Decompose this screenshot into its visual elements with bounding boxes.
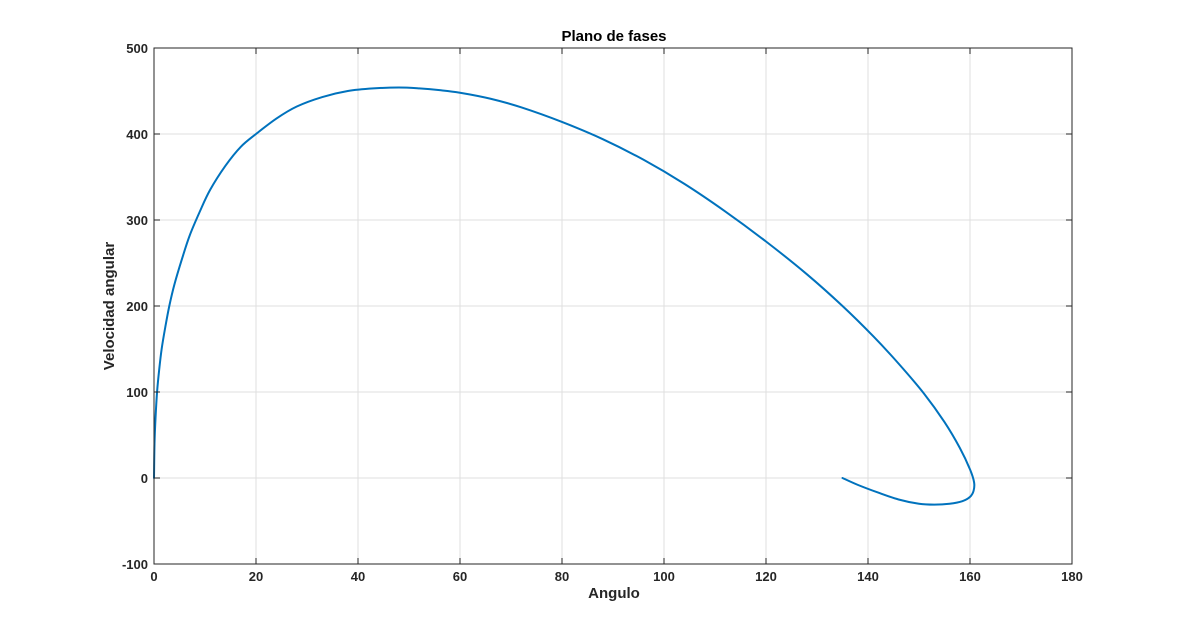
series-layer — [153, 86, 976, 506]
y-tick-label: 200 — [126, 299, 148, 314]
y-tick-label: -100 — [122, 557, 148, 572]
x-tick-label: 20 — [249, 569, 263, 584]
x-tick-label: 120 — [755, 569, 777, 584]
y-tick-label: 500 — [126, 41, 148, 56]
y-tick-label: 300 — [126, 213, 148, 228]
x-tick-label: 80 — [555, 569, 569, 584]
x-tick-label: 140 — [857, 569, 879, 584]
series-line — [153, 86, 976, 506]
y-tick-label: 100 — [126, 385, 148, 400]
x-axis-title: Angulo — [588, 585, 640, 602]
x-tick-label: 0 — [150, 569, 157, 584]
y-axis-title: Velocidad angular — [101, 242, 118, 371]
chart-title: Plano de fases — [561, 28, 666, 45]
y-tick-label: 0 — [141, 471, 148, 486]
x-tick-label: 40 — [351, 569, 365, 584]
x-tick-label: 60 — [453, 569, 467, 584]
grid — [153, 47, 1073, 565]
x-tick-label: 180 — [1061, 569, 1083, 584]
x-tick-label: 160 — [959, 569, 981, 584]
y-tick-label: 400 — [126, 127, 148, 142]
ticks: 0 20 40 60 80 100 120 140 160 180-100010020030040… — [122, 41, 1083, 584]
x-tick-label: 100 — [653, 569, 675, 584]
